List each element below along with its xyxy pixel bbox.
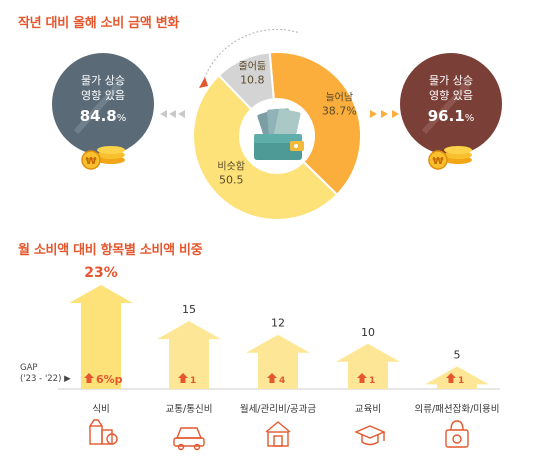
arc-arrowhead: [199, 77, 208, 88]
bar-value-label: 5: [454, 348, 461, 361]
right-circle-line2: 영향 있음: [429, 89, 473, 102]
coin-stack-icon: ₩: [81, 146, 125, 170]
trend-arrow-icon: [73, 83, 125, 135]
gap-up-arrow-icon: [267, 373, 277, 383]
right-pointer-arrows: [370, 110, 399, 118]
trend-arrow-icon: [421, 83, 473, 135]
left-pointer-arrows: [160, 110, 185, 118]
gap-up-arrow-icon: [178, 373, 188, 383]
bar-category-label: 교통/통신비: [166, 404, 213, 415]
gap-up-arrow-icon: [84, 373, 94, 383]
left-circle-line2: 영향 있음: [81, 89, 125, 102]
bar-gap-label: 1: [190, 376, 196, 386]
bar-category-label: 교육비: [355, 404, 381, 415]
donut-slice-value: 38.7%: [322, 104, 357, 117]
right-influence-circle: [400, 53, 502, 155]
gap-label-line2: ('23 - '22) ▶: [20, 374, 71, 384]
bar-value-label: 12: [271, 317, 285, 330]
bar-value-label: 10: [361, 326, 375, 339]
wallet-money-icon: [243, 102, 311, 170]
dotted-arc: [202, 28, 301, 83]
bar-gap-label: 1: [369, 376, 375, 386]
gap-up-arrow-icon: [357, 373, 367, 383]
left-influence-circle: [52, 53, 154, 155]
arrow-bar: [425, 366, 489, 389]
right-circle-value: 96.1%: [427, 107, 475, 125]
bar-value-label: 23%: [84, 265, 118, 281]
gap-label-line1: GAP: [20, 363, 38, 373]
donut-slice-label: 늘어남: [325, 91, 353, 103]
left-circle-text: 물가 상승 영향 있음 84.8%: [55, 73, 151, 125]
left-circle-line1: 물가 상승: [81, 74, 125, 87]
right-circle-text: 물가 상승 영향 있음 96.1%: [403, 73, 499, 125]
right-circle-line1: 물가 상승: [429, 74, 473, 87]
gap-up-arrow-icon: [446, 373, 456, 383]
donut-slice-3: [217, 51, 275, 111]
gap-label: GAP ('23 - '22) ▶: [20, 363, 71, 385]
donut-slice-1: [268, 51, 362, 197]
donut-slice-2: [192, 74, 339, 221]
svg-text:₩: ₩: [85, 156, 96, 167]
arrow-bar-chart: 23% 6%p 식비 15 1 교통/통신비 12 4 월세/관리비/공과금 10 1 교육비 5 1 의류…: [69, 265, 500, 415]
arrow-bar: [69, 285, 133, 389]
coin-stack-icon: ₩: [428, 146, 472, 170]
car-phone-icon: [173, 427, 205, 451]
section-title-category-ratio: 월 소비액 대비 항목별 소비액 비중: [18, 243, 203, 258]
bar-gap-label: 6%p: [96, 373, 123, 386]
arrow-bar: [336, 343, 400, 389]
left-circle-value: 84.8%: [79, 107, 127, 125]
bar-gap-label: 1: [458, 376, 464, 386]
bar-value-label: 15: [182, 303, 196, 316]
svg-text:₩: ₩: [432, 156, 443, 167]
bar-category-label: 월세/관리비/공과금: [240, 403, 317, 415]
donut-slice-value: 10.8: [240, 73, 265, 86]
donut-slice-label: 줄어듦: [239, 60, 267, 72]
graduation-icon: [354, 425, 386, 446]
bar-category-label: 의류/패션잡화/미용비: [414, 403, 499, 415]
house-icon: [265, 421, 291, 447]
donut-slice-label: 비슷함: [217, 160, 245, 172]
arrow-bar: [246, 334, 310, 389]
section-title-spending-change: 작년 대비 올해 소비 금액 변화: [18, 16, 180, 31]
bar-category-label: 식비: [92, 404, 109, 415]
arrow-bar: [157, 321, 221, 389]
grocery-icon: [89, 419, 118, 445]
bar-gap-label: 4: [279, 376, 285, 386]
donut-slice-value: 50.5: [219, 173, 244, 186]
shopping-bag-icon: [445, 420, 469, 448]
